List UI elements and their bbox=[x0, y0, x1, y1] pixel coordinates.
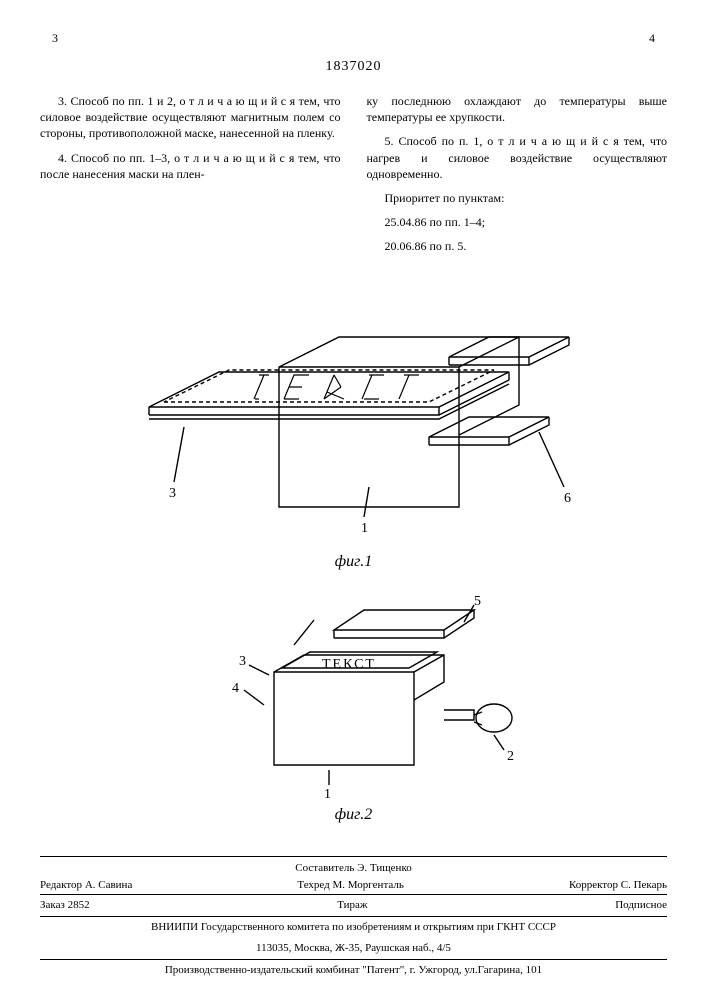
patent-number: 1837020 bbox=[40, 58, 667, 77]
fig2-plate-text: ТЕКСТ bbox=[322, 657, 376, 672]
fig1-ref-1: 1 bbox=[361, 521, 368, 536]
figure-2: ТЕКСТ 1 2 3 4 5 фиг.2 bbox=[40, 590, 667, 826]
fig2-ref-5: 5 bbox=[474, 594, 481, 609]
right-column: ку последнюю охлаждают до температуры вы… bbox=[367, 93, 668, 263]
corrector-label: Корректор bbox=[569, 879, 618, 891]
left-column: 3. Способ по пп. 1 и 2, о т л и ч а ю щ … bbox=[40, 93, 341, 263]
priority-1: 25.04.86 по пп. 1–4; bbox=[367, 214, 668, 230]
figure-1: 1 3 6 фиг.1 bbox=[40, 287, 667, 573]
editor-name: А. Савина bbox=[85, 879, 133, 891]
editor-label: Редактор bbox=[40, 879, 82, 891]
podpisnoe: Подписное bbox=[615, 898, 667, 913]
claim-5: 5. Способ по п. 1, о т л и ч а ю щ и й с… bbox=[367, 133, 668, 182]
claim-4-cont: ку последнюю охлаждают до температуры вы… bbox=[367, 93, 668, 125]
priority-2: 20.06.86 по п. 5. bbox=[367, 238, 668, 254]
claim-3: 3. Способ по пп. 1 и 2, о т л и ч а ю щ … bbox=[40, 93, 341, 142]
figure-2-caption: фиг.2 bbox=[40, 804, 667, 826]
compiler-label: Составитель bbox=[295, 862, 354, 874]
page-left: 3 bbox=[40, 30, 70, 46]
corrector-name: С. Пекарь bbox=[621, 879, 667, 891]
claims-columns: 3. Способ по пп. 1 и 2, о т л и ч а ю щ … bbox=[40, 93, 667, 263]
figure-1-caption: фиг.1 bbox=[40, 551, 667, 573]
page-right: 4 bbox=[637, 30, 667, 46]
fig1-ref-6: 6 bbox=[564, 491, 571, 506]
org-line-1: ВНИИПИ Государственного комитета по изоб… bbox=[40, 917, 667, 938]
compiler-name: Э. Тищенко bbox=[357, 862, 412, 874]
figure-2-svg: ТЕКСТ 1 2 3 4 5 bbox=[164, 590, 544, 800]
credits-block: Составитель Э. Тищенко Редактор А. Савин… bbox=[40, 856, 667, 978]
fig2-ref-3: 3 bbox=[239, 654, 246, 669]
order-label: Заказ bbox=[40, 899, 65, 911]
org-line-2: 113035, Москва, Ж-35, Раушская наб., 4/5 bbox=[40, 938, 667, 959]
tirazh: Тираж bbox=[337, 898, 367, 913]
page-numbers: 3 4 bbox=[40, 30, 667, 46]
order-num: 2852 bbox=[68, 899, 90, 911]
claim-4: 4. Способ по пп. 1–3, о т л и ч а ю щ и … bbox=[40, 150, 341, 182]
techred-label: Техред bbox=[297, 879, 329, 891]
fig2-ref-2: 2 bbox=[507, 749, 514, 764]
order-row: Заказ 2852 Тираж Подписное bbox=[40, 894, 667, 917]
techred-name: М. Моргенталь bbox=[333, 879, 404, 891]
fig2-ref-1: 1 bbox=[324, 787, 331, 800]
fig2-ref-4: 4 bbox=[232, 681, 239, 696]
priority-head: Приоритет по пунктам: bbox=[367, 190, 668, 206]
fig1-ref-3: 3 bbox=[169, 486, 176, 501]
figure-1-svg: 1 3 6 bbox=[109, 287, 599, 547]
publisher-line: Производственно-издательский комбинат "П… bbox=[40, 959, 667, 978]
